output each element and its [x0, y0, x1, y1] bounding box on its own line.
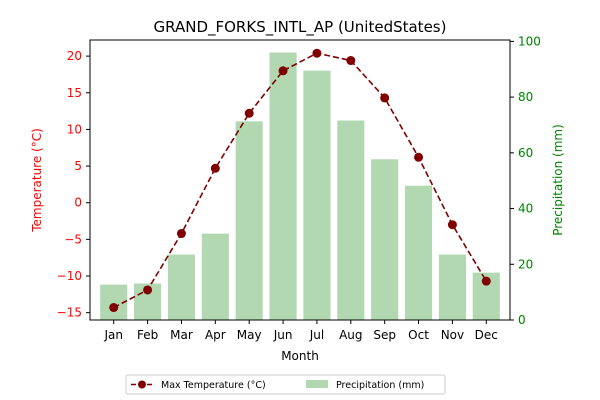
legend-marker-swatch [138, 380, 146, 389]
left-y-axis-label: Temperature (°C) [30, 128, 44, 233]
right-y-tick-label: 80 [518, 90, 533, 104]
left-y-tick-label: 5 [74, 159, 82, 173]
right-y-tick-label: 0 [518, 313, 526, 327]
precip-bar-oct [405, 185, 433, 320]
temp-point-dec [481, 276, 491, 286]
x-tick-label: Jun [273, 328, 293, 342]
left-y-axis: −15 −10 −5 0 5 10 15 20 [57, 49, 90, 320]
left-y-tick-label: 20 [67, 49, 82, 63]
x-tick-label: Feb [137, 328, 158, 342]
right-y-tick-label: 40 [518, 202, 533, 216]
precipitation-bars [100, 52, 500, 321]
right-y-tick-label: 20 [518, 257, 533, 271]
legend-bar-swatch [306, 380, 328, 388]
right-y-axis: 0 20 40 60 80 100 [510, 34, 541, 327]
chart-title: GRAND_FORKS_INTL_AP (UnitedStates) [154, 18, 447, 37]
right-y-tick-label: 60 [518, 146, 533, 160]
temp-point-aug [346, 56, 356, 66]
x-tick-label: Jan [103, 328, 123, 342]
left-y-tick-label: 10 [67, 122, 82, 136]
x-tick-label: Nov [441, 328, 464, 342]
precip-bar-apr [201, 233, 229, 320]
left-y-tick-label: 0 [74, 196, 82, 210]
legend: Max Temperature (°C) Precipitation (mm) [125, 374, 446, 395]
x-tick-label: Oct [408, 328, 429, 342]
temperature-series-line [113, 52, 487, 309]
legend-label-precipitation: Precipitation (mm) [336, 380, 424, 391]
precip-bar-mar [167, 254, 195, 320]
left-y-tick-label: −5 [64, 232, 82, 246]
x-axis-label: Month [281, 349, 319, 363]
legend-label-temperature: Max Temperature (°C) [161, 380, 266, 391]
temp-point-may [244, 108, 254, 118]
precip-bar-may [235, 121, 263, 320]
precip-bar-aug [337, 120, 365, 320]
precip-bar-jul [303, 70, 331, 321]
left-y-tick-label: −10 [57, 269, 82, 283]
plot-frame [89, 39, 511, 321]
x-axis: Jan Feb Mar Apr May Jun Jul Aug Sep Oct Nov Dec [103, 320, 498, 342]
right-y-tick-label: 100 [518, 34, 541, 48]
temp-point-mar [176, 229, 186, 239]
temp-point-feb [143, 285, 153, 295]
temp-point-jun [278, 66, 288, 76]
precip-bar-sep [371, 159, 399, 320]
x-tick-label: Mar [170, 328, 193, 342]
x-tick-label: Dec [475, 328, 498, 342]
left-y-tick-label: −15 [57, 306, 82, 320]
temperature-line [109, 48, 491, 313]
temp-point-sep [380, 93, 390, 103]
x-tick-label: Sep [373, 328, 396, 342]
temp-point-jan [109, 303, 119, 313]
left-y-tick-label: 15 [67, 86, 82, 100]
temp-point-oct [414, 152, 424, 162]
temp-point-jul [312, 48, 322, 58]
legend-box [125, 374, 446, 395]
x-tick-label: May [237, 328, 262, 342]
temp-point-apr [210, 163, 220, 173]
x-tick-label: Jul [309, 328, 324, 342]
precip-bar-jun [269, 52, 297, 320]
temp-point-nov [447, 220, 457, 230]
right-y-axis-label: Precipitation (mm) [551, 124, 565, 236]
precip-bar-nov [438, 254, 466, 320]
x-tick-label: Aug [339, 328, 362, 342]
x-tick-label: Apr [205, 328, 226, 342]
